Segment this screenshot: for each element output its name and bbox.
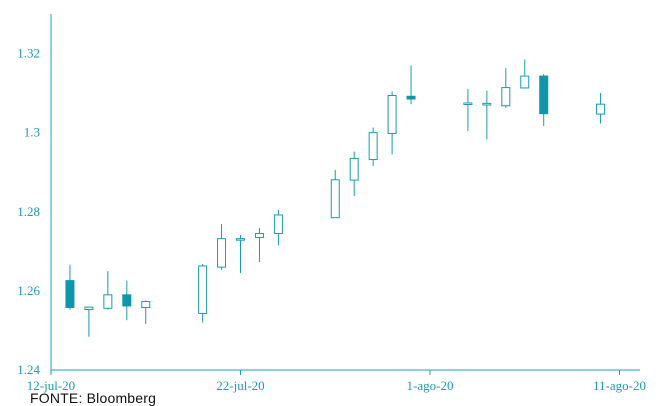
- candle-body-up: [349, 157, 359, 181]
- source-note: FONTE: Bloomberg: [30, 390, 157, 406]
- y-tick-label: 1.3: [24, 125, 40, 140]
- candle-body-up: [330, 179, 340, 219]
- candle-body-up: [520, 75, 530, 89]
- y-tick-label: 1.28: [17, 204, 40, 219]
- candle-body-up: [217, 238, 227, 268]
- candle-body-up: [84, 306, 94, 310]
- candle-body-up: [236, 238, 245, 241]
- y-tick-label: 1.24: [17, 362, 40, 377]
- candle-body-up: [387, 94, 397, 134]
- candle-body-up: [141, 301, 151, 309]
- candle-body-down: [406, 95, 416, 100]
- x-tick-label: 22-jul-20: [216, 378, 264, 393]
- x-tick-label: 1-ago-20: [407, 378, 454, 393]
- candle-body-down: [539, 75, 549, 115]
- candle-body-up: [273, 214, 283, 235]
- x-tick-label: 12-jul-20: [27, 378, 75, 393]
- candle-body-down: [65, 280, 75, 309]
- candle-body-up: [198, 265, 208, 314]
- candle-body-up: [596, 103, 606, 115]
- candle-body-up: [254, 233, 264, 238]
- candle-body-up: [368, 132, 378, 161]
- candle-body-up: [463, 102, 473, 105]
- candle-body-up: [501, 87, 511, 107]
- candle-body-down: [122, 294, 132, 307]
- candle-body-up: [482, 102, 492, 106]
- candle-body-up: [103, 294, 113, 309]
- x-tick-label: 11-ago-20: [593, 378, 646, 393]
- y-tick-label: 1.26: [17, 283, 40, 298]
- y-tick-label: 1.32: [17, 46, 40, 61]
